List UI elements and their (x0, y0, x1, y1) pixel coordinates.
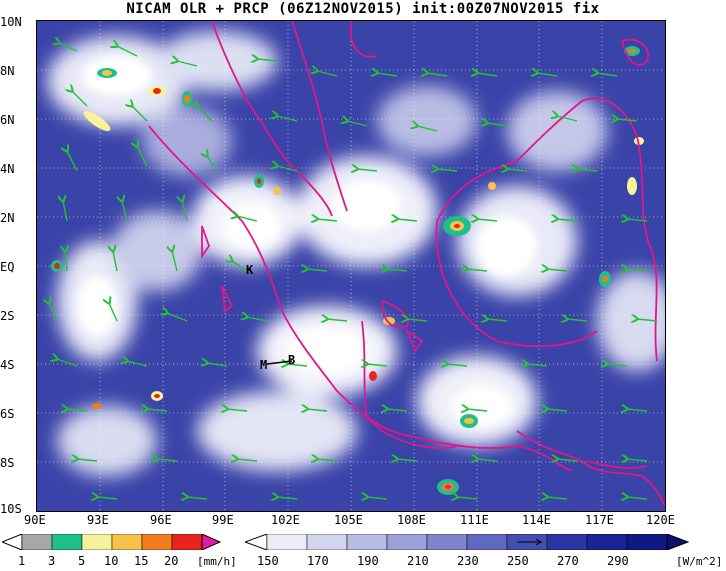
precip-colorbar-label: 1 (18, 554, 26, 568)
precip-cell (92, 403, 102, 409)
lat-label: EQ (0, 260, 15, 274)
precip-colorbar-label: 5 (78, 554, 86, 568)
olr-colorbar-swatch (346, 534, 388, 550)
precip-unit: [mm/h] (197, 555, 237, 568)
lat-label: 6N (0, 113, 15, 127)
lat-label: 2N (0, 211, 15, 225)
coastline (148, 21, 665, 507)
olr-colorbar-label: 290 (607, 554, 629, 568)
olr-colorbar-swatch (386, 534, 428, 550)
precip-cell (148, 86, 166, 96)
lat-label: 8N (0, 64, 15, 78)
map-canvas: K M B (37, 21, 665, 511)
precip-colorbar-label: 15 (134, 554, 149, 568)
lon-label: 111E (460, 513, 489, 527)
olr-colorbar-swatch (626, 534, 668, 550)
olr-colorbar-swatch (546, 534, 588, 550)
lat-label: 8S (0, 456, 15, 470)
precip-colorbar-label: 10 (104, 554, 119, 568)
olr-colorbar-label: 150 (257, 554, 279, 568)
olr-unit: [W/m^2] (676, 555, 723, 568)
olr-colorbar-label: 210 (407, 554, 429, 568)
station-k-label: K (246, 263, 254, 277)
lat-label: 10N (0, 15, 22, 29)
olr-colorbar (245, 534, 690, 550)
olr-colorbar-label: 170 (307, 554, 329, 568)
station-b-label: B (288, 353, 295, 367)
precip-cell (273, 187, 281, 195)
precip-cell (627, 177, 637, 195)
lon-label: 114E (522, 513, 551, 527)
map-title: NICAM OLR + PRCP (06Z12NOV2015) init:00Z… (126, 1, 600, 17)
lon-label: 99E (212, 513, 234, 527)
precip-cell (624, 46, 640, 56)
olr-colorbar-swatch (466, 534, 508, 550)
olr-colorbar-swatch (306, 534, 348, 550)
precip-colorbar (2, 534, 222, 550)
lon-label: 120E (646, 513, 675, 527)
lon-label: 108E (397, 513, 426, 527)
precip-cell (182, 91, 192, 107)
station-link (266, 360, 293, 365)
lon-label: 117E (585, 513, 614, 527)
precip-colorbar-label: 3 (48, 554, 56, 568)
lon-label: 93E (87, 513, 109, 527)
olr-colorbar-low-arrow (245, 534, 268, 550)
station-m-label: M (260, 358, 267, 372)
precip-colorbar-swatch (51, 534, 83, 550)
lon-label: 96E (150, 513, 172, 527)
lat-label: 6S (0, 407, 15, 421)
lon-label: 90E (24, 513, 46, 527)
precip-cell (437, 479, 459, 495)
precip-cell (460, 414, 478, 428)
precip-cell (51, 260, 63, 272)
lat-label: 4N (0, 162, 15, 176)
wind-vectors (49, 43, 658, 499)
lon-label: 105E (334, 513, 363, 527)
reference-wind-vector (517, 538, 542, 546)
lat-label: 2S (0, 309, 15, 323)
lat-label: 10S (0, 502, 22, 516)
precip-cell (369, 371, 377, 381)
olr-colorbar-label: 250 (507, 554, 529, 568)
precipitation-cells (51, 46, 644, 495)
olr-colorbar-swatch (586, 534, 628, 550)
olr-precip-map: K M B (36, 20, 666, 512)
lat-label: 4S (0, 358, 15, 372)
olr-colorbar-high-arrow (666, 534, 690, 550)
olr-colorbar-label: 190 (357, 554, 379, 568)
precip-colorbar-label: 20 (164, 554, 179, 568)
precip-colorbar-swatch (81, 534, 113, 550)
olr-colorbar-label: 270 (557, 554, 579, 568)
precip-cell (488, 182, 496, 190)
precip-colorbar-swatch (111, 534, 143, 550)
olr-colorbar-swatch (426, 534, 468, 550)
precip-cell (254, 174, 264, 188)
precip-cell (83, 110, 111, 132)
lon-label: 102E (271, 513, 300, 527)
precip-colorbar-swatch (21, 534, 53, 550)
precip-cell (443, 216, 471, 236)
precip-cell (599, 271, 611, 287)
precip-colorbar-low-arrow (2, 534, 23, 550)
precip-colorbar-swatch (141, 534, 173, 550)
precip-colorbar-swatch (171, 534, 203, 550)
precip-cell (97, 68, 117, 78)
olr-colorbar-swatch (266, 534, 308, 550)
precip-cell (151, 391, 163, 401)
precip-colorbar-high-arrow (201, 534, 222, 550)
olr-colorbar-label: 230 (457, 554, 479, 568)
precip-cell (634, 137, 644, 145)
